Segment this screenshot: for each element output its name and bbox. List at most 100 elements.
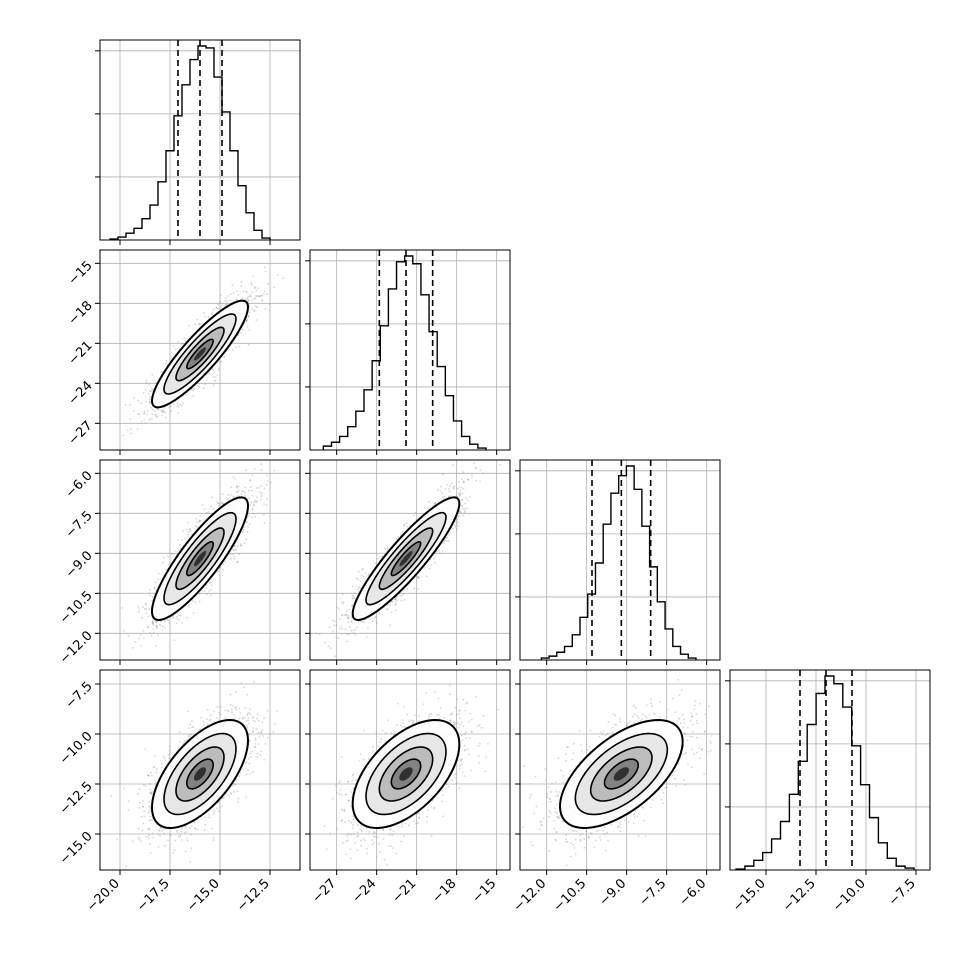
scatter-point bbox=[268, 309, 271, 312]
scatter-point bbox=[428, 567, 431, 570]
scatter-point bbox=[240, 493, 243, 496]
scatter-point bbox=[246, 296, 249, 299]
scatter-point bbox=[170, 405, 172, 408]
scatter-point bbox=[197, 323, 200, 326]
scatter-point bbox=[191, 599, 194, 602]
scatter-point bbox=[262, 293, 265, 296]
scatter-point bbox=[222, 568, 225, 571]
scatter-point bbox=[254, 515, 256, 518]
scatter-point bbox=[140, 421, 143, 423]
scatter-point bbox=[139, 644, 142, 647]
scatter-point bbox=[238, 345, 241, 348]
histogram-panel-0 bbox=[95, 39, 301, 245]
scatter-point bbox=[176, 402, 179, 405]
density-layer bbox=[310, 462, 510, 658]
scatter-point bbox=[209, 581, 212, 584]
scatter-point bbox=[233, 544, 236, 547]
scatter-point bbox=[273, 469, 276, 472]
scatter-point bbox=[258, 295, 261, 298]
scatter-point bbox=[246, 521, 248, 524]
scatter-point bbox=[159, 624, 162, 627]
scatter-point bbox=[180, 343, 183, 345]
density-level-4 bbox=[194, 551, 206, 567]
scatter-point bbox=[164, 416, 167, 419]
scatter-point bbox=[168, 406, 171, 408]
scatter-point bbox=[129, 428, 132, 430]
scatter-point bbox=[178, 619, 181, 622]
scatter-point bbox=[240, 285, 242, 288]
scatter-point bbox=[205, 584, 208, 587]
scatter-point bbox=[141, 606, 144, 609]
scatter-point bbox=[220, 501, 223, 504]
scatter-point bbox=[165, 568, 168, 571]
scatter-point bbox=[252, 512, 255, 515]
scatter-point bbox=[237, 334, 240, 337]
scatter-point bbox=[188, 527, 191, 530]
scatter-point bbox=[244, 486, 247, 489]
scatter-point bbox=[170, 356, 173, 359]
scatter-point bbox=[145, 379, 148, 382]
scatter-point bbox=[148, 419, 150, 421]
scatter-point bbox=[251, 516, 253, 519]
scatter-point bbox=[253, 310, 256, 312]
scatter-point bbox=[217, 307, 219, 310]
scatter-point bbox=[266, 480, 269, 483]
scatter-point bbox=[240, 544, 243, 547]
scatter-point bbox=[183, 337, 186, 340]
scatter-point bbox=[155, 624, 158, 627]
scatter-point bbox=[152, 623, 155, 626]
scatter-point bbox=[351, 585, 354, 588]
scatter-point bbox=[217, 369, 220, 372]
scatter-point bbox=[143, 418, 146, 421]
contour-line-3 bbox=[185, 338, 215, 370]
scatter-point bbox=[254, 499, 257, 502]
scatter-point bbox=[173, 639, 176, 642]
scatter-point bbox=[218, 502, 220, 505]
scatter-point bbox=[318, 633, 321, 636]
scatter-point bbox=[236, 560, 239, 563]
scatter-point bbox=[171, 553, 173, 556]
scatter-point bbox=[352, 632, 355, 634]
scatter-point bbox=[434, 502, 436, 505]
scatter-point bbox=[235, 485, 238, 488]
scatter-point bbox=[237, 489, 240, 492]
scatter-point bbox=[227, 498, 230, 501]
scatter-point bbox=[344, 614, 347, 617]
scatter-point bbox=[242, 290, 245, 293]
histogram-step-0 bbox=[109, 45, 271, 240]
scatter-point bbox=[245, 291, 248, 294]
scatter-point bbox=[455, 519, 458, 522]
scatter-point bbox=[247, 316, 250, 319]
scatter-point bbox=[145, 612, 148, 615]
scatter-point bbox=[151, 600, 154, 602]
scatter-point bbox=[353, 591, 356, 594]
scatter-point bbox=[143, 410, 146, 413]
scatter-point bbox=[147, 626, 150, 629]
scatter-point bbox=[243, 491, 246, 494]
scatter-point bbox=[235, 484, 238, 487]
scatter-point bbox=[248, 312, 251, 314]
scatter-point bbox=[401, 594, 404, 596]
scatter-point bbox=[248, 515, 250, 517]
scatter-point bbox=[247, 314, 250, 317]
scatter-point bbox=[168, 563, 170, 566]
scatter-point bbox=[144, 388, 147, 391]
y-tick-label: −15 bbox=[66, 258, 96, 288]
scatter-point bbox=[235, 290, 238, 293]
scatter-point bbox=[196, 318, 199, 321]
scatter-point bbox=[151, 408, 154, 411]
scatter-point bbox=[168, 622, 171, 625]
scatter-point bbox=[146, 413, 149, 416]
scatter-point bbox=[406, 587, 409, 590]
scatter-point bbox=[213, 371, 216, 374]
scatter-point bbox=[208, 317, 210, 319]
scatter-point bbox=[261, 294, 264, 297]
scatter-point bbox=[204, 315, 206, 318]
scatter-point bbox=[329, 647, 332, 650]
scatter-point bbox=[458, 493, 461, 496]
scatter-point bbox=[151, 621, 154, 624]
scatter-point bbox=[150, 634, 153, 637]
y-tick-label: −24 bbox=[66, 378, 96, 408]
scatter-point bbox=[260, 494, 263, 496]
axes-frame bbox=[99, 459, 301, 661]
